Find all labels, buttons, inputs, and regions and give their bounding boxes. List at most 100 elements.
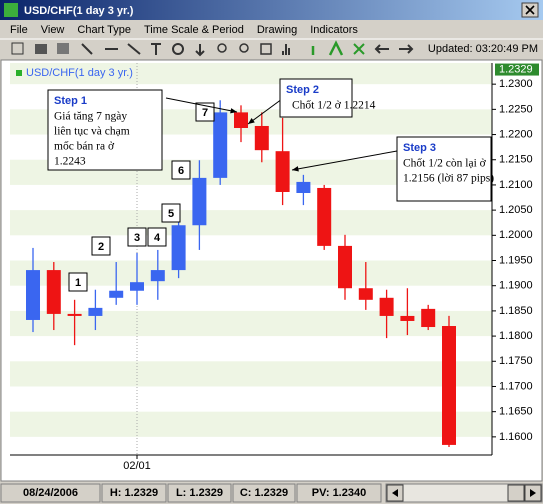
y-tick-label: 1.1900 xyxy=(499,280,533,292)
arrow-head xyxy=(248,117,255,124)
candle-body xyxy=(379,297,394,316)
tool-icon[interactable] xyxy=(260,43,272,55)
y-tick-label: 1.1950 xyxy=(499,254,533,266)
callout-arrow xyxy=(291,150,398,171)
y-tick-label: 1.1650 xyxy=(499,406,533,418)
step-text: mốc bán ra ở xyxy=(54,140,115,153)
status-text: PV: 1.2340 xyxy=(312,487,366,499)
grid-band xyxy=(10,361,492,387)
step-box xyxy=(47,89,163,171)
step-box xyxy=(396,136,492,202)
tool-icon[interactable] xyxy=(282,44,290,55)
y-tick-label: 1.2200 xyxy=(499,128,533,140)
menu-item[interactable]: File xyxy=(10,24,28,36)
tool-icon[interactable] xyxy=(81,43,93,55)
close-button[interactable] xyxy=(521,2,539,18)
tool-icon[interactable] xyxy=(172,43,184,55)
candle-body xyxy=(296,181,311,193)
status-cell xyxy=(296,483,382,503)
marker-box xyxy=(161,203,181,223)
y-tick-label: 1.1800 xyxy=(499,330,533,342)
candle-body xyxy=(109,290,124,298)
y-tick-label: 1.2050 xyxy=(499,204,533,216)
y-tick-label: 1.1850 xyxy=(499,305,533,317)
grid-band xyxy=(10,260,492,286)
callout-arrow xyxy=(165,97,238,113)
tool-icon[interactable] xyxy=(57,43,69,54)
tool-icon[interactable] xyxy=(217,43,227,53)
step-title: Step 3 xyxy=(403,142,436,154)
marker-label: 1 xyxy=(75,277,81,289)
tool-icon[interactable] xyxy=(353,43,365,55)
status-bar: 08/24/2006 H: 1.2329 L: 1.2329 C: 1.2329 PV:… xyxy=(0,483,543,503)
marker-box xyxy=(127,227,147,247)
tool-icon[interactable] xyxy=(399,44,414,54)
step-text: liên tục và chạm xyxy=(54,126,130,138)
step-text: 1.2156 (lời 87 pips) xyxy=(403,173,494,185)
grid-band xyxy=(10,210,492,236)
tool-icon[interactable] xyxy=(239,43,249,53)
candle-body xyxy=(26,270,40,320)
candle-body xyxy=(400,315,415,321)
candle-body xyxy=(67,313,82,316)
y-tick-label: 1.2000 xyxy=(499,229,533,241)
candle-body xyxy=(317,187,332,246)
grid-band xyxy=(10,310,492,337)
marker-label: 6 xyxy=(178,165,184,177)
arrow-head xyxy=(230,108,237,114)
menu-item[interactable]: Indicators xyxy=(310,24,358,36)
menu-item[interactable]: Time Scale & Period xyxy=(144,24,244,36)
y-tick-label: 1.2150 xyxy=(499,154,533,166)
step-text: Chốt 1/2 còn lại ở xyxy=(403,157,487,170)
status-text: 08/24/2006 xyxy=(23,487,78,499)
tool-icon[interactable] xyxy=(195,44,205,57)
last-price-box xyxy=(495,63,539,76)
grid-band xyxy=(10,63,492,85)
close-x xyxy=(525,5,535,15)
menu-item[interactable]: View xyxy=(41,24,65,36)
tool-icon[interactable] xyxy=(374,44,389,54)
candle-body xyxy=(338,245,352,289)
tool-icon[interactable] xyxy=(328,40,344,56)
toolbar: Updated: 03:20:49 PM xyxy=(11,40,538,57)
step-title: Step 1 xyxy=(54,95,87,107)
marker-label: 4 xyxy=(154,232,161,244)
y-tick-label: 1.2100 xyxy=(499,179,533,191)
y-tick-label: 1.1700 xyxy=(499,380,533,392)
y-tick-label: 1.2300 xyxy=(499,78,533,90)
grid-band xyxy=(10,411,492,437)
candle-body xyxy=(421,308,436,328)
candle-body xyxy=(192,177,207,226)
candle-body xyxy=(171,225,186,271)
candle-body xyxy=(213,112,228,178)
step-text: Giá tăng 7 ngày xyxy=(54,111,127,123)
legend-label: USD/CHF(1 day 3 yr.) xyxy=(26,67,133,79)
y-tick-label: 1.1600 xyxy=(499,431,533,443)
updated-time: Updated: 03:20:49 PM xyxy=(428,43,538,55)
candle-body xyxy=(88,307,103,316)
legend-swatch xyxy=(16,70,22,76)
marker-box xyxy=(91,236,111,256)
scroll-arrow xyxy=(392,489,398,497)
menu-item[interactable]: Chart Type xyxy=(77,24,131,36)
tool-icon[interactable] xyxy=(11,42,24,55)
marker-box xyxy=(68,272,88,292)
scroll-thumb[interactable] xyxy=(507,484,525,502)
candle-body xyxy=(234,112,248,128)
scrollbar[interactable] xyxy=(385,483,543,503)
tool-icon[interactable] xyxy=(151,43,161,55)
tool-icon[interactable] xyxy=(127,43,141,55)
status-cell xyxy=(101,483,167,503)
step-text: Chốt 1/2 ở 1.2214 xyxy=(292,99,376,112)
scroll-arrow xyxy=(530,489,536,497)
tool-icon[interactable] xyxy=(35,44,47,54)
last-price-label: 1.2329 xyxy=(499,63,533,75)
menu-item[interactable]: Drawing xyxy=(257,24,297,36)
marker-label: 5 xyxy=(168,208,174,220)
callout-arrow xyxy=(247,98,283,125)
step-title: Step 2 xyxy=(286,84,319,96)
status-cell xyxy=(167,483,232,503)
status-text: C: 1.2329 xyxy=(240,487,288,499)
candle-body xyxy=(442,326,456,445)
